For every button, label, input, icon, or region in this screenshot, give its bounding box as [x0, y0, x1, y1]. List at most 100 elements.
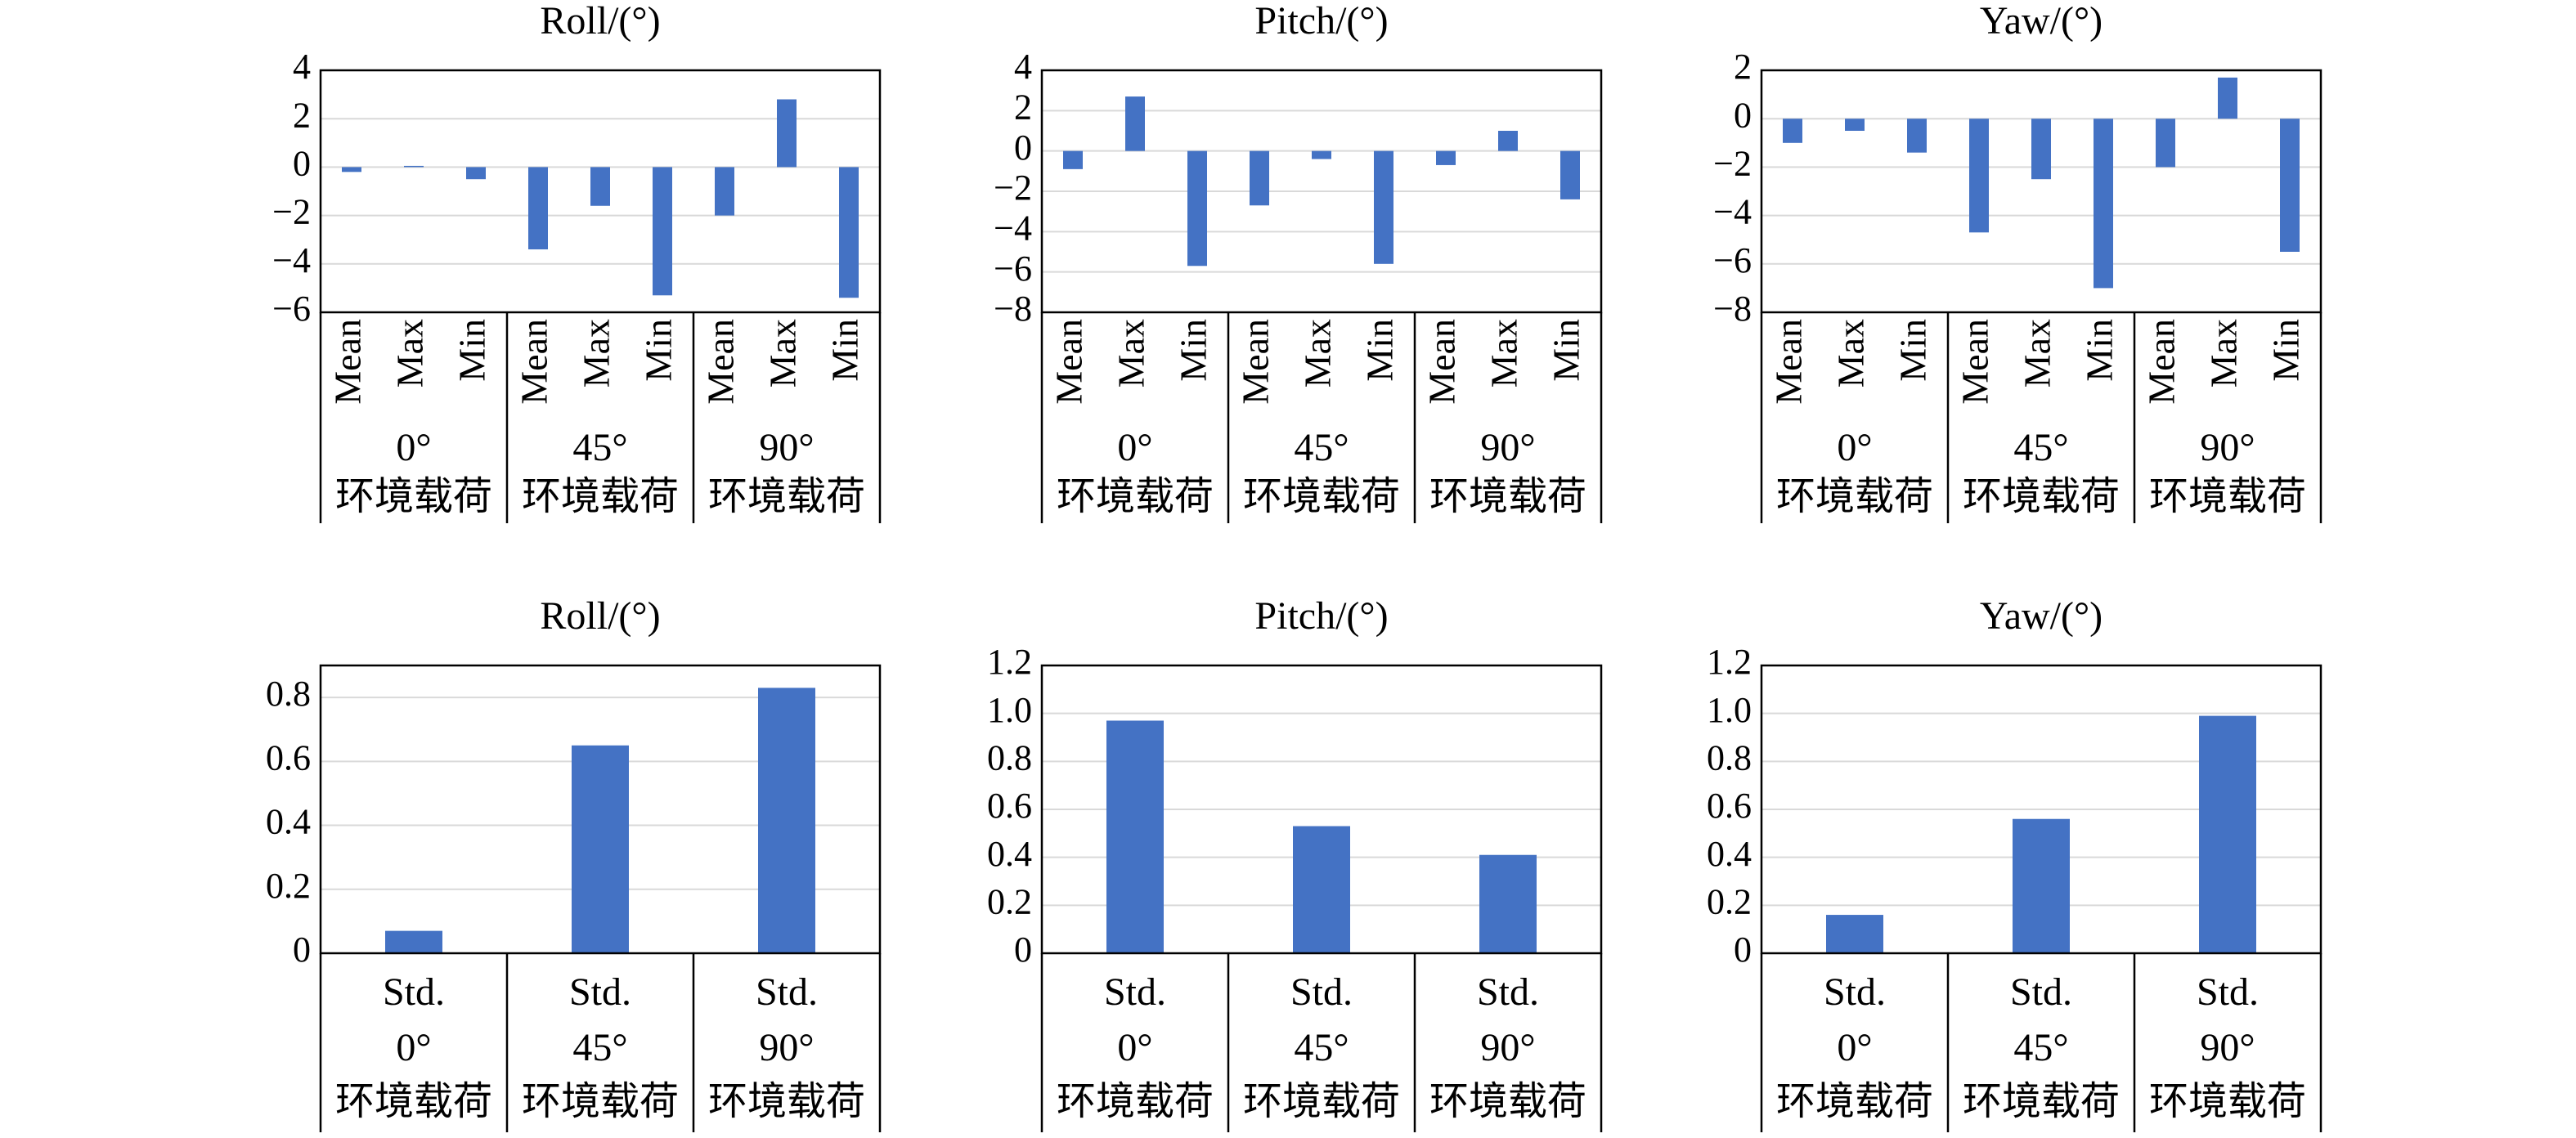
- bar: [572, 745, 629, 953]
- bar: [839, 167, 859, 298]
- y-tick-label: 0.4: [1707, 834, 1752, 874]
- chart-title: Yaw/(°): [1980, 594, 2103, 638]
- y-tick-label: 0: [293, 930, 311, 970]
- plot-area: [319, 69, 882, 314]
- y-tick-label: −6: [272, 289, 311, 329]
- group-name-label: 环境载荷: [1776, 1080, 1933, 1123]
- bar: [2199, 715, 2256, 953]
- x-tick-label: Max: [2203, 319, 2245, 388]
- bar: [1560, 150, 1580, 199]
- y-tick-label: 1.2: [987, 642, 1032, 682]
- group-angle-label: 90°: [2200, 1026, 2255, 1069]
- chart-panel: Roll/(°) 0.8 0.6 0.4 0.2 0 Std. 0° 环境载荷 Std. 45° 环境…: [266, 594, 882, 1132]
- group-angle-label: 45°: [2013, 1026, 2068, 1069]
- x-tick-label: Std.: [569, 970, 631, 1014]
- bar: [1250, 150, 1269, 206]
- group-name-label: 环境载荷: [1776, 475, 1933, 518]
- y-tick-label: 0: [293, 143, 311, 183]
- group-name-label: 环境载荷: [1429, 1080, 1586, 1123]
- x-tick-label: Min: [638, 319, 680, 382]
- y-tick-label: 1.0: [987, 690, 1032, 730]
- group-angle-label: 0°: [396, 1026, 431, 1069]
- y-tick-label: 0.6: [987, 786, 1032, 826]
- x-tick-label: Max: [576, 319, 617, 388]
- plot-area: [1040, 664, 1603, 955]
- group-angle-label: 45°: [1294, 1026, 1349, 1069]
- bar: [1312, 150, 1331, 159]
- x-tick-label: Mean: [1048, 319, 1090, 405]
- bar: [1969, 119, 1989, 233]
- bar: [1063, 150, 1083, 169]
- y-tick-label: 0.4: [987, 834, 1032, 874]
- x-tick-label: Std.: [1477, 970, 1539, 1014]
- y-tick-label: 0.6: [266, 737, 311, 777]
- group-name-label: 环境载荷: [708, 1080, 865, 1123]
- x-tick-label: Std.: [2010, 970, 2072, 1014]
- chart-title: Pitch/(°): [1254, 594, 1388, 638]
- x-tick-label: Std.: [2197, 970, 2259, 1014]
- bar: [2031, 119, 2051, 180]
- group-name-label: 环境载荷: [1057, 1080, 1214, 1123]
- x-tick-label: Min: [2079, 319, 2120, 382]
- y-tick-label: 0: [1734, 95, 1752, 135]
- bar: [404, 165, 424, 168]
- y-tick-label: −6: [1713, 240, 1752, 280]
- group-angle-label: 90°: [759, 426, 814, 469]
- y-tick-label: 0.4: [266, 802, 311, 842]
- x-tick-label: Max: [389, 319, 431, 388]
- bar: [590, 167, 610, 206]
- group-angle-label: 90°: [1480, 1026, 1535, 1069]
- group-angle-label: 90°: [2200, 426, 2255, 469]
- chart-panel: Pitch/(°) 1.2 1.0 0.8 0.6 0.4 0.2 0 Std. 0° 环境载荷 St…: [987, 594, 1603, 1132]
- group-name-label: 环境载荷: [522, 475, 679, 518]
- y-tick-label: −6: [994, 249, 1032, 289]
- bar: [1187, 150, 1207, 267]
- plot-area: [1760, 664, 2322, 955]
- bar: [385, 930, 442, 953]
- bar: [1125, 96, 1145, 151]
- bar: [1845, 119, 1865, 131]
- chart-panel: Roll/(°) 4 2 0 −2 −4 −6 Mean Max Min 0° 环境载荷 Mean Max…: [272, 0, 882, 523]
- y-tick-label: 2: [293, 95, 311, 135]
- x-tick-label: Mean: [1768, 319, 1810, 405]
- x-tick-label: Max: [1483, 319, 1525, 388]
- group-name-label: 环境载荷: [1429, 475, 1586, 518]
- y-tick-label: 0.2: [266, 866, 311, 906]
- bar: [1498, 131, 1518, 151]
- group-name-label: 环境载荷: [335, 1080, 492, 1123]
- x-tick-label: Std.: [1290, 970, 1353, 1014]
- x-tick-label: Min: [451, 319, 493, 382]
- group-name-label: 环境载荷: [522, 1080, 679, 1123]
- x-tick-label: Min: [2265, 319, 2307, 382]
- y-tick-label: 1.0: [1707, 690, 1752, 730]
- group-name-label: 环境载荷: [708, 475, 865, 518]
- chart-panel: Pitch/(°) 420−2−4−6−8 Mean Max Min 0° 环境载荷 Mean…: [994, 0, 1603, 523]
- x-tick-label: Mean: [1954, 319, 1996, 405]
- x-tick-label: Max: [1830, 319, 1872, 388]
- bar: [777, 99, 797, 168]
- group-name-label: 环境载荷: [1057, 475, 1214, 518]
- group-angle-label: 0°: [1117, 426, 1152, 469]
- bar: [1106, 720, 1164, 953]
- bar: [653, 167, 672, 296]
- group-angle-label: 0°: [396, 426, 431, 469]
- x-tick-label: Mean: [1235, 319, 1277, 405]
- x-tick-label: Max: [1111, 319, 1152, 388]
- x-tick-label: Min: [1173, 319, 1214, 382]
- bar: [2280, 119, 2300, 252]
- bar: [1783, 119, 1802, 143]
- y-tick-label: 0.8: [987, 737, 1032, 777]
- y-tick-label: 4: [1014, 47, 1032, 87]
- x-tick-label: Max: [762, 319, 804, 388]
- bar: [1374, 150, 1393, 264]
- bar: [1479, 854, 1537, 953]
- group-name-label: 环境载荷: [1243, 1080, 1400, 1123]
- y-tick-label: 0.2: [1707, 881, 1752, 921]
- group-angle-label: 45°: [1294, 426, 1349, 469]
- group-angle-label: 45°: [572, 426, 627, 469]
- y-tick-label: −8: [994, 289, 1032, 329]
- y-tick-label: −2: [1713, 143, 1752, 183]
- group-name-label: 环境载荷: [335, 475, 492, 518]
- x-tick-label: Min: [1892, 319, 1934, 382]
- x-tick-label: Min: [1359, 319, 1401, 382]
